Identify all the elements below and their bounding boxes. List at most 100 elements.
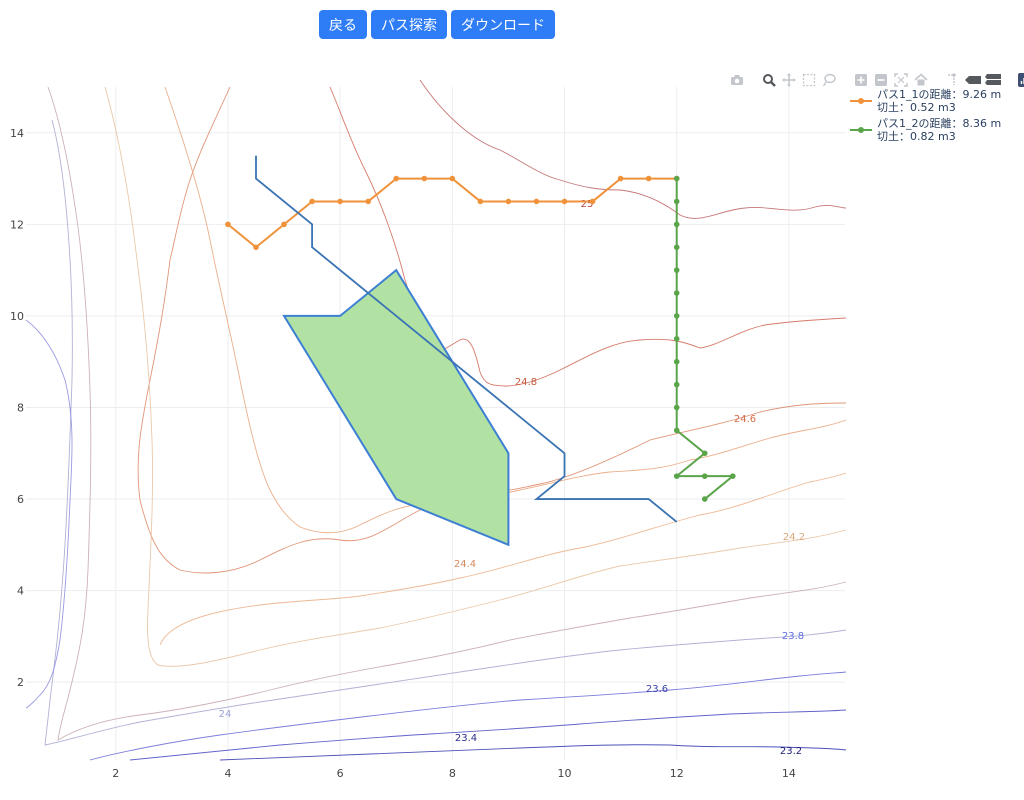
contour-line	[47, 86, 847, 741]
series-point[interactable]	[673, 404, 680, 411]
series-point[interactable]	[589, 198, 596, 205]
contour-lines	[25, 79, 847, 761]
legend-swatch-point	[858, 127, 864, 133]
series-point[interactable]	[393, 175, 400, 182]
contour-labels: 23.2 23.4 23.6 23.8 24 24.2 24.4 24.6 24.8 25	[219, 199, 806, 757]
series-point[interactable]	[673, 381, 680, 388]
contour-line	[219, 744, 847, 761]
contour-label: 24.6	[734, 414, 756, 425]
contour-line	[25, 319, 73, 709]
contour-line	[44, 119, 847, 746]
polygon-area[interactable]	[282, 268, 510, 547]
series-point[interactable]	[505, 198, 512, 205]
hover-closest-icon[interactable]	[964, 72, 982, 88]
zoom-out-icon[interactable]	[872, 72, 890, 88]
pan-icon[interactable]	[780, 72, 798, 88]
box-select-icon[interactable]	[800, 72, 818, 88]
y-tick-label: 2	[17, 676, 24, 689]
home-icon[interactable]	[912, 72, 930, 88]
path-series[interactable]	[225, 155, 736, 523]
back-button[interactable]: 戻る	[319, 10, 367, 39]
series-point[interactable]	[701, 473, 708, 479]
path-search-button[interactable]: パス探索	[371, 10, 447, 39]
legend-label-line2: 切土：0.82 m3	[877, 130, 956, 143]
autoscale-icon[interactable]	[892, 72, 910, 88]
legend-label-line1: パス1_2の距離：8.36 m	[877, 116, 1001, 130]
series-point[interactable]	[561, 198, 568, 205]
series-point[interactable]	[673, 267, 680, 273]
contour-label: 24.8	[515, 377, 537, 388]
contour-label: 24	[219, 709, 232, 720]
x-tick-label: 10	[558, 767, 572, 780]
download-button[interactable]: ダウンロード	[451, 10, 555, 39]
x-tick-label: 4	[224, 767, 231, 780]
top-toolbar: 戻る パス探索 ダウンロード	[319, 10, 555, 39]
contour-line	[159, 472, 847, 646]
series-point[interactable]	[253, 244, 259, 251]
contour-line	[164, 86, 847, 534]
series-point[interactable]	[449, 175, 456, 182]
series-point[interactable]	[421, 175, 428, 182]
contour-line	[329, 86, 847, 387]
series-point[interactable]	[533, 198, 540, 205]
zoom-in-icon[interactable]	[852, 72, 870, 88]
hover-compare-icon[interactable]	[984, 72, 1002, 88]
x-tick-label: 6	[337, 767, 344, 780]
contour-label: 24.4	[454, 559, 476, 570]
zoom-icon[interactable]	[760, 72, 778, 88]
x-tick-label: 2	[112, 767, 119, 780]
y-tick-label: 8	[17, 401, 24, 414]
series-point[interactable]	[673, 358, 680, 365]
contour-label: 25	[581, 199, 594, 210]
series-point[interactable]	[477, 198, 484, 205]
y-tick-label: 4	[17, 585, 24, 598]
series-point[interactable]	[730, 473, 736, 479]
series-point[interactable]	[673, 290, 680, 296]
series-point[interactable]	[701, 450, 708, 457]
series-point[interactable]	[673, 427, 680, 434]
contour-line	[89, 671, 847, 761]
spike-lines-icon[interactable]	[944, 72, 962, 88]
series-point[interactable]	[617, 175, 624, 182]
x-tick-label: 12	[670, 767, 684, 780]
legend[interactable]: パス1_1の距離：9.26 m切土：0.52 m3 パス1_2の距離：8.36 m…	[850, 87, 1001, 143]
plotly-logo-icon[interactable]	[1016, 72, 1024, 88]
contour-line	[129, 709, 847, 761]
legend-swatch-point	[858, 98, 864, 104]
series-point[interactable]	[673, 175, 680, 182]
series-point[interactable]	[309, 198, 315, 205]
contour-label: 23.6	[646, 684, 668, 695]
legend-label-line2: 切土：0.52 m3	[877, 101, 956, 114]
series-point[interactable]	[673, 198, 680, 205]
x-tick-label: 8	[449, 767, 456, 780]
series-point[interactable]	[365, 198, 371, 205]
y-tick-label: 14	[10, 127, 24, 140]
series-point[interactable]	[337, 198, 343, 205]
series-point[interactable]	[673, 244, 680, 251]
series-point[interactable]	[673, 313, 680, 319]
contour-label: 23.2	[780, 746, 802, 757]
series-point[interactable]	[701, 496, 708, 502]
series-point[interactable]	[673, 336, 680, 342]
series-point[interactable]	[645, 175, 652, 182]
series-point[interactable]	[225, 221, 231, 228]
camera-icon[interactable]	[728, 72, 746, 88]
series-point[interactable]	[673, 221, 680, 228]
contour-label: 23.8	[782, 631, 804, 642]
y-tick-label: 10	[10, 310, 24, 323]
series-point[interactable]	[281, 221, 287, 228]
lasso-icon[interactable]	[820, 72, 838, 88]
series-point[interactable]	[673, 473, 680, 479]
x-tick-label: 14	[782, 767, 796, 780]
legend-label-line1: パス1_1の距離：9.26 m	[877, 87, 1001, 101]
contour-label: 24.2	[783, 532, 805, 543]
contour-line	[104, 86, 847, 667]
contour-label: 23.4	[455, 733, 477, 744]
y-tick-label: 12	[10, 218, 24, 231]
plot-modebar	[728, 72, 1024, 88]
series-line[interactable]	[255, 155, 678, 523]
area-polygon[interactable]	[282, 268, 510, 547]
contour-line	[137, 86, 847, 574]
